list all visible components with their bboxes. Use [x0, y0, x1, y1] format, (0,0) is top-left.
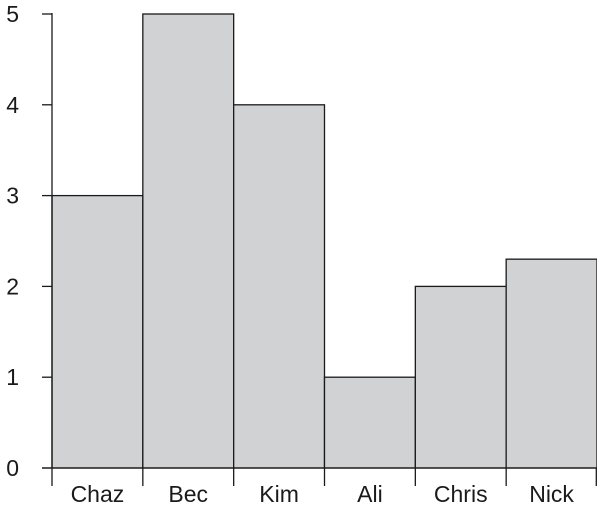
bar-kim — [233, 104, 326, 469]
x-tick-label-kim: Kim — [259, 481, 299, 507]
x-tick-label-bec: Bec — [168, 481, 208, 507]
x-axis: Chaz Bec Kim Ali Chris Nick — [42, 467, 597, 507]
bar-nick — [505, 258, 597, 469]
y-tick-label-0: 0 — [6, 455, 19, 481]
bar-bec — [142, 13, 235, 469]
y-tick-label-2: 2 — [6, 273, 19, 299]
bar-ali — [323, 376, 416, 469]
bar-chaz — [51, 194, 144, 469]
x-tick-label-chaz: Chaz — [71, 481, 125, 507]
bars-group — [51, 13, 597, 469]
y-tick-label-1: 1 — [6, 364, 19, 390]
y-tick-label-4: 4 — [6, 92, 19, 118]
x-tick-label-nick: Nick — [529, 481, 574, 507]
x-tick-label-ali: Ali — [357, 481, 383, 507]
y-axis: 0 1 2 3 4 5 — [6, 1, 53, 481]
y-tick-label-5: 5 — [6, 1, 19, 27]
bar-chris — [414, 285, 507, 469]
y-tick-label-3: 3 — [6, 183, 19, 209]
x-tick-label-chris: Chris — [434, 481, 488, 507]
